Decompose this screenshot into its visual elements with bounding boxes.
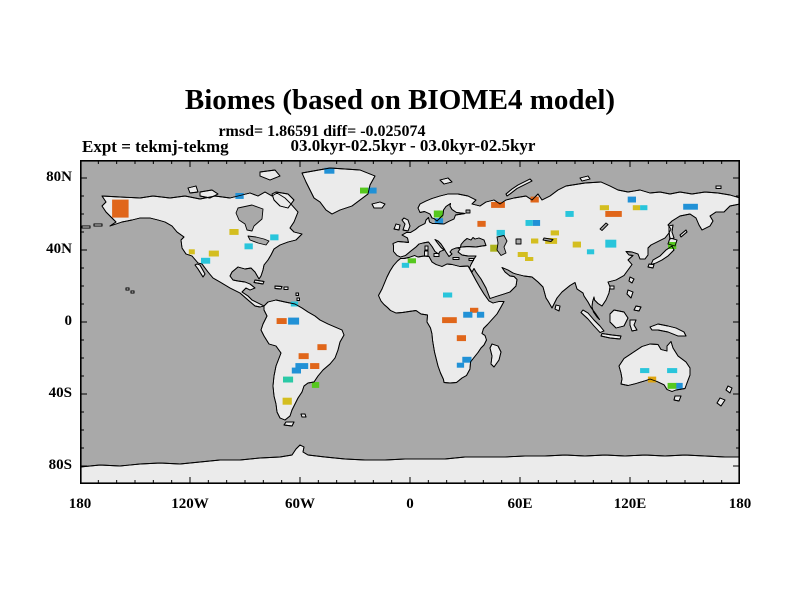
figure-stats: rmsd= 1.86591 diff= -0.025074 [218,123,426,140]
biome-diff-marker [283,376,294,383]
biome-diff-marker [401,262,410,268]
biome-diff-marker [433,210,443,218]
y-axis-label: 40N [46,241,72,257]
x-axis-label: 0 [406,496,414,512]
x-axis-label: 60E [507,496,533,512]
biome-diff-marker [112,199,129,218]
map-frame [80,160,740,484]
y-axis-label: 80N [46,169,72,185]
x-axis-label: 120W [171,496,209,512]
biome-diff-marker [476,311,485,318]
experiment-label: Expt = tekmj-tekmg [82,137,229,156]
biome-diff-marker [291,367,301,374]
biome-diff-marker [667,368,678,374]
biome-diff-marker [311,382,320,388]
biome-diff-marker [490,244,499,252]
biome-diff-marker [632,205,641,211]
x-axis-label: 60W [285,496,315,512]
figure-period: 03.0kyr-02.5kyr - 03.0kyr-02.5kyr [290,136,536,155]
biome-diff-marker [298,353,309,360]
x-axis-label: 180 [728,496,752,512]
biome-diff-marker [550,230,559,236]
biome-diff-marker [667,382,677,389]
biome-diff-marker [324,167,335,174]
biome-diff-marker [565,211,574,217]
x-axis-label: 180 [68,496,92,512]
y-axis-label: 80S [48,457,72,473]
biome-diff-marker [462,356,472,363]
biome-diff-marker [208,250,219,257]
biome-diff-marker [676,382,683,389]
biome-diff-marker [599,205,609,211]
biome-diff-marker [525,220,533,226]
biome-diff-marker [525,257,534,261]
biome-diff-marker [640,205,648,211]
biome-diff-marker [201,257,211,264]
biome-diff-marker [456,362,465,368]
biome-diff-marker [640,368,650,374]
biome-diff-marker [282,397,292,405]
biome-diff-marker [188,249,195,255]
world-map [80,160,740,484]
biome-diff-marker [532,220,541,226]
biome-diff-marker [229,229,239,235]
biome-diff-marker [288,317,300,325]
biome-diff-marker [456,335,466,342]
biome-diff-marker [295,363,309,369]
biome-diff-marker [491,202,505,208]
biome-diff-marker [463,311,473,318]
figure-title: Biomes (based on BIOME4 model) [184,84,616,116]
biome-diff-marker [530,196,539,203]
biome-diff-marker [443,292,453,298]
biome-diff-marker [586,249,595,255]
y-axis-label: 0 [64,313,73,329]
biome-diff-marker [360,187,369,194]
biome-diff-marker [496,229,505,236]
biome-diff-marker [442,317,457,324]
biome-diff-marker [434,218,444,225]
biome-diff-marker [477,220,486,227]
biome-diff-marker [470,307,479,313]
biome-diff-marker [517,252,528,257]
biome-diff-marker [270,234,279,241]
biome-diff-marker [310,363,320,369]
lakes-layer [235,204,609,256]
map-border [80,160,740,484]
biome-diff-marker [317,344,327,351]
biome-diff-marker [627,196,636,203]
biome-diff-marker [572,241,581,248]
x-axis-label: 120E [613,496,647,512]
biome-diff-marker [683,203,698,210]
biome-diff-marker [605,239,617,248]
y-axis-label: 40S [48,385,72,401]
biome-diff-marker [531,238,539,244]
biome-diff-marker [276,318,287,324]
biome-diff-marker [368,187,377,194]
biome-diff-marker [244,243,253,250]
biome-diff-marker [407,258,416,264]
biome-diff-marker [605,211,622,217]
